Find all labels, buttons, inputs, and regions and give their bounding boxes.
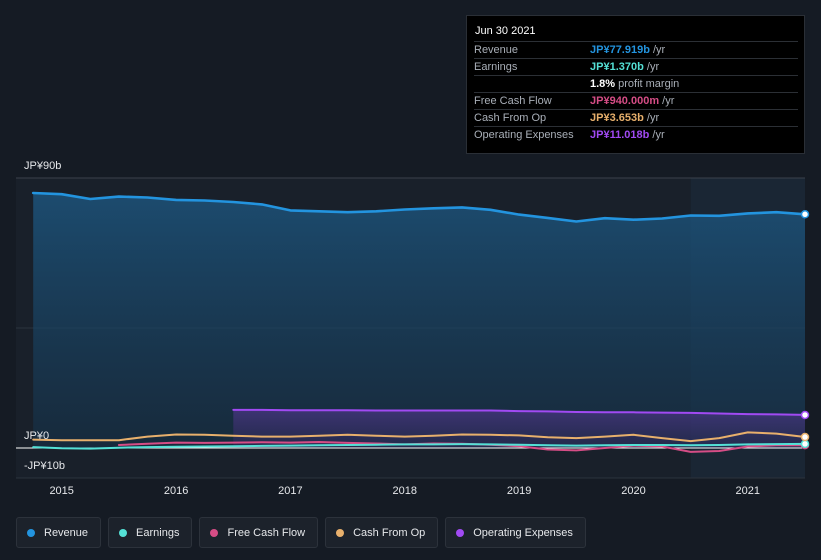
tooltip-row-number: JP¥77.919b xyxy=(590,44,650,56)
tooltip-row-value: JP¥3.653b /yr xyxy=(590,112,659,124)
tooltip-row-label: Free Cash Flow xyxy=(474,95,552,107)
tooltip-row-value: JP¥940.000m /yr xyxy=(590,95,674,107)
tooltip-row-number: JP¥940.000m xyxy=(590,95,660,107)
tooltip-row: Free Cash Flow JP¥940.000m /yr xyxy=(474,92,798,110)
chart-canvas xyxy=(16,177,810,479)
tooltip-row: Cash From Op JP¥3.653b /yr xyxy=(474,109,798,127)
endpoint-revenue xyxy=(800,210,810,219)
tooltip-date: Jun 30 2021 xyxy=(475,25,536,37)
tooltip-row: 1.8% profit margin xyxy=(474,75,798,93)
line-operating-expenses xyxy=(232,408,806,416)
legend-dot-icon xyxy=(119,528,128,537)
tooltip-row-number: 1.8% xyxy=(590,78,616,90)
tooltip-row-label: Cash From Op xyxy=(474,112,547,124)
legend: Revenue Earnings Free Cash Flow Cash From O… xyxy=(16,517,586,549)
legend-item-operating-expenses[interactable]: Operating Expenses xyxy=(445,517,586,548)
tooltip-row-unit: /yr xyxy=(649,44,666,56)
tooltip-row-unit: /yr xyxy=(649,129,665,141)
tooltip-row-value: JP¥1.370b /yr xyxy=(590,61,659,73)
line-earnings xyxy=(32,442,806,450)
tooltip-row-number: JP¥1.370b xyxy=(590,61,644,73)
legend-label: Revenue xyxy=(44,526,89,539)
legend-label: Earnings xyxy=(136,526,180,539)
area-revenue xyxy=(33,193,805,448)
legend-label: Operating Expenses xyxy=(473,526,573,539)
tooltip-row: Revenue JP¥77.919b /yr xyxy=(474,41,798,59)
x-tick-label: 2021 xyxy=(735,485,761,497)
y-axis-bottom-label: -JP¥10b xyxy=(24,460,65,472)
y-axis-zero-label: JP¥0 xyxy=(24,430,50,442)
line-revenue xyxy=(31,191,807,223)
tooltip-row-label: Revenue xyxy=(474,44,519,56)
legend-dot-icon xyxy=(210,528,219,537)
tooltip-row: Earnings JP¥1.370b /yr xyxy=(474,58,798,76)
x-tick-label: 2015 xyxy=(49,485,74,497)
x-tick-label: 2018 xyxy=(392,485,418,497)
tooltip-row-value: 1.8% profit margin xyxy=(590,78,679,90)
tooltip-row-number: JP¥3.653b xyxy=(590,112,644,124)
legend-dot-icon xyxy=(456,528,465,537)
tooltip-row-number: JP¥11.018b xyxy=(590,129,650,141)
y-axis-top-label: JP¥90b xyxy=(24,160,62,172)
legend-dot-icon xyxy=(336,528,345,537)
endpoint-operating-expenses xyxy=(800,410,810,420)
tooltip-row-label: Operating Expenses xyxy=(474,129,574,141)
legend-label: Cash From Op xyxy=(353,526,426,539)
line-cash-from-op xyxy=(32,431,806,443)
endpoint-cash-from-op xyxy=(800,432,810,442)
legend-item-free-cash-flow[interactable]: Free Cash Flow xyxy=(199,517,319,548)
tooltip-row: Operating Expenses JP¥11.018b /yr xyxy=(474,126,798,144)
x-tick-label: 2020 xyxy=(621,485,646,497)
legend-dot-icon xyxy=(27,528,35,537)
legend-item-earnings[interactable]: Earnings xyxy=(108,517,193,548)
data-tooltip: Jun 30 2021 Revenue JP¥77.919b /yr Earning… xyxy=(466,15,805,154)
tooltip-row-label: Earnings xyxy=(474,61,518,73)
legend-item-revenue[interactable]: Revenue xyxy=(16,517,102,548)
x-tick-label: 2019 xyxy=(506,485,532,497)
legend-label: Free Cash Flow xyxy=(227,526,306,539)
tooltip-row-value: JP¥77.919b /yr xyxy=(590,44,665,56)
tooltip-row-unit: /yr xyxy=(659,95,675,107)
x-tick-label: 2017 xyxy=(278,485,303,497)
x-tick-label: 2016 xyxy=(163,485,189,497)
tooltip-row-unit: profit margin xyxy=(615,78,680,90)
tooltip-row-unit: /yr xyxy=(643,61,660,73)
endpoint-earnings xyxy=(800,439,810,449)
tooltip-row-unit: /yr xyxy=(643,112,660,124)
tooltip-row-value: JP¥11.018b /yr xyxy=(590,129,665,141)
legend-item-cash-from-op[interactable]: Cash From Op xyxy=(325,517,439,548)
